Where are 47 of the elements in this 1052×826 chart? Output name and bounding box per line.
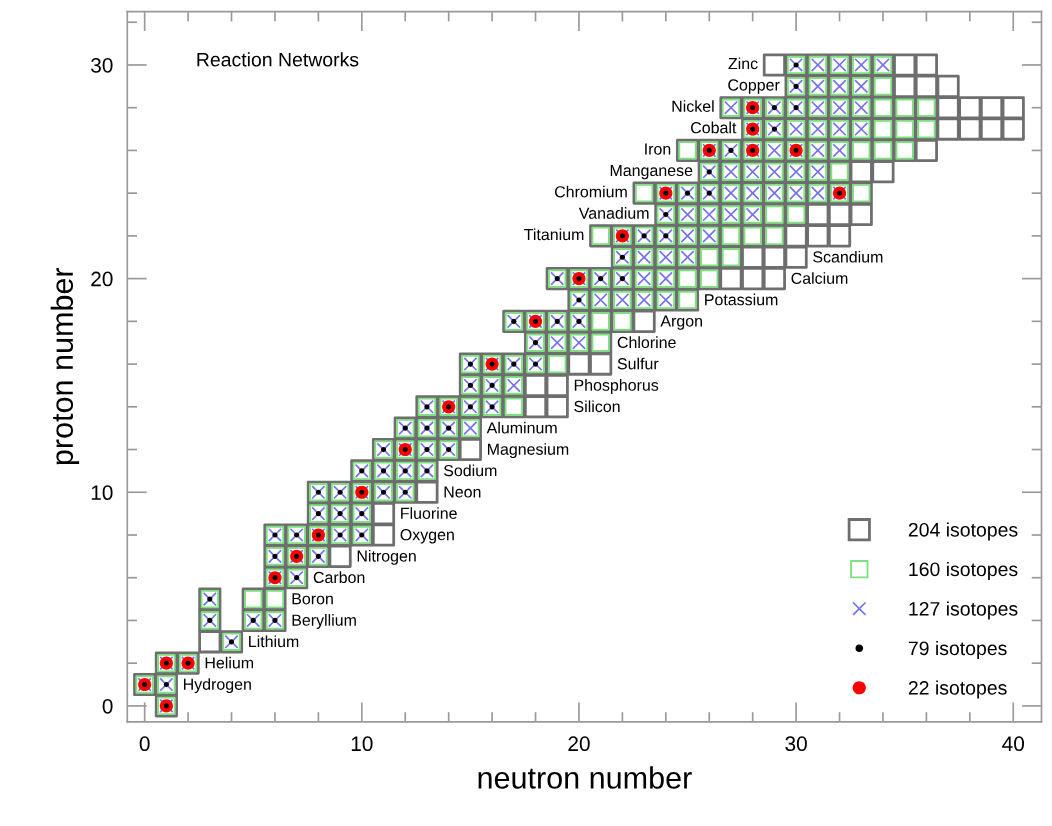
annotation: Iron [645,143,671,155]
annotation: Manganese [610,164,693,180]
x-tick-label: 0 [139,736,150,752]
annotation: Magnesium [487,443,569,459]
x-tick-label: 30 [785,736,807,752]
y-axis-title: proton number [50,267,80,465]
annotation: Carbon [313,571,365,584]
annotation: Neon [444,486,481,498]
annotation: Sodium [443,464,497,477]
y-tick-label: 0 [102,698,113,714]
annotation: Helium [205,656,254,669]
x-axis-title: neutron number [478,766,692,789]
x-tick-label: 20 [568,736,590,752]
legend-label: 160 isotopes [909,561,1018,581]
legend-label: 204 isotopes [908,522,1018,541]
legend-label: 79 isotopes [908,640,1007,660]
y-tick-label: 20 [91,271,113,287]
annotation: Aluminum [486,421,557,434]
x-tick-label: 10 [351,736,373,752]
annotation: Argon [660,315,702,330]
legend-label: 22 isotopes [908,680,1007,699]
annotation: Chromium [554,185,627,198]
annotation: Chlorine [617,336,676,349]
annotation: Nickel [672,100,714,112]
annotation: Potassium [705,293,778,306]
annotation: Zinc [728,57,758,70]
x-tick-label: 40 [1002,736,1025,752]
annotation: Fluorine [401,507,457,519]
annotation: Boron [292,593,333,605]
y-tick-label: 10 [91,485,113,501]
annotation: Hydrogen [183,678,251,694]
annotation: Sulfur [617,357,659,370]
annotation: Calcium [791,272,848,284]
annotation: Titanium [524,228,584,241]
annotation: Lithium [249,635,299,648]
annotation: Scandium [813,250,883,263]
annotation: Vanadium [578,207,649,219]
annotation: Beryllium [292,614,356,629]
annotation: Nitrogen [357,549,416,565]
annotation: Copper [728,79,780,94]
y-tick-label: 30 [91,57,113,73]
annotation: Phosphorus [574,379,659,394]
legend-label: 127 isotopes [909,601,1018,620]
annotation: Silicon [574,400,620,413]
annotation: Cobalt [691,121,737,134]
text: Reaction Networks [197,52,359,67]
annotation: Oxygen [400,529,454,544]
